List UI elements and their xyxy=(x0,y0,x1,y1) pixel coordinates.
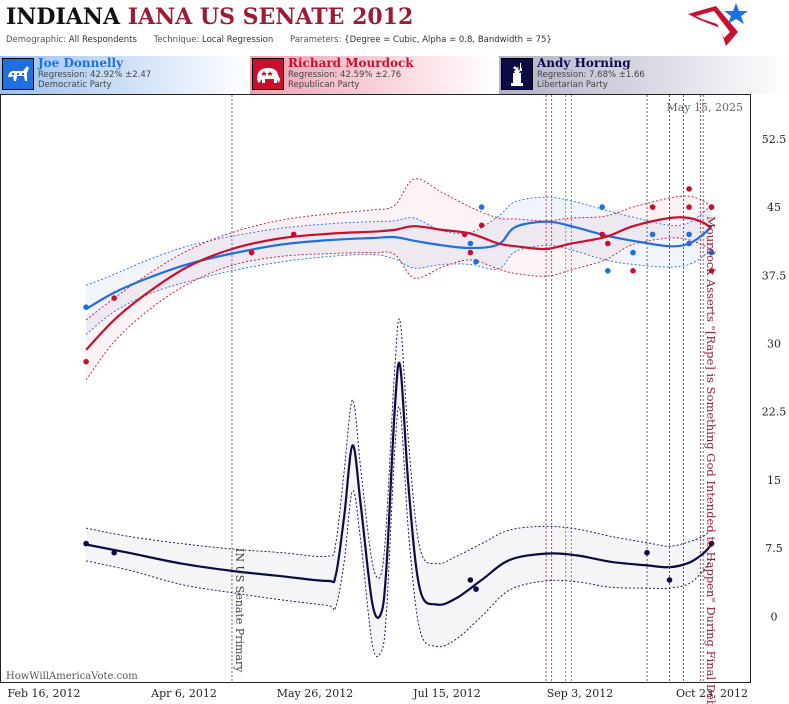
candidate-legend: Joe Donnelly Regression: 42.92% ±2.47 De… xyxy=(0,56,789,94)
poll-point-0-3 xyxy=(478,204,485,210)
y-tick-label: 15 xyxy=(767,474,781,487)
header: INDIANA IANA US SENATE 2012 Demographic:… xyxy=(0,0,789,56)
regression-line-1 xyxy=(85,216,713,351)
site-logo-icon xyxy=(688,3,748,46)
poll-point-0-1 xyxy=(467,240,474,247)
plot-frame xyxy=(0,94,751,683)
candidate-party: Republican Party xyxy=(288,80,360,90)
y-tick-label: 45 xyxy=(767,201,781,214)
x-tick-label: Sep 3, 2012 xyxy=(547,687,614,700)
x-tick-label: Jul 15, 2012 xyxy=(412,687,481,700)
y-tick-label: 0 xyxy=(771,610,778,623)
poll-point-1-5 xyxy=(467,249,474,256)
poll-point-0-9 xyxy=(686,231,692,238)
poll-point-1-6 xyxy=(478,222,485,229)
lower-bound-line-1 xyxy=(85,237,712,381)
y-tick-label: 7.5 xyxy=(765,542,783,555)
lower-bound-line-0 xyxy=(85,244,712,335)
poll-point-0-6 xyxy=(630,249,636,256)
poll-point-1-12 xyxy=(686,186,692,192)
candidate-name: Joe Donnelly xyxy=(38,56,124,70)
date-stamp: May 15, 2025 xyxy=(666,101,743,114)
poll-point-0-7 xyxy=(649,231,656,238)
y-tick-label: 22.5 xyxy=(762,406,787,419)
page-title: INDIANA IANA US SENATE 2012 xyxy=(6,4,413,30)
watermark: HowWillAmericaVote.com xyxy=(6,671,138,682)
poll-point-2-3 xyxy=(473,586,479,592)
parameters-label: Parameters: xyxy=(289,35,342,45)
candidate-name: Andy Horning xyxy=(537,56,631,70)
candidate-party: Democratic Party xyxy=(38,80,112,90)
poll-point-1-2 xyxy=(248,249,255,256)
statue-of-liberty-icon xyxy=(501,58,533,90)
candidate-regression: Regression: 42.92% ±2.47 xyxy=(38,70,152,80)
candidate-mourdock: Richard Mourdock Regression: 42.59% ±2.7… xyxy=(250,56,499,94)
poll-point-0-4 xyxy=(599,204,605,210)
technique-label: Technique: xyxy=(153,35,200,45)
elephant-icon xyxy=(252,58,284,90)
poll-point-1-14 xyxy=(708,268,715,274)
poll-point-1-7 xyxy=(599,231,605,238)
event-lines xyxy=(231,95,704,682)
poll-point-2-6 xyxy=(708,540,715,547)
title-state: INDIANA xyxy=(6,4,121,30)
y-tick-label: 30 xyxy=(767,338,781,351)
parameters-line: Demographic: All Respondents Technique: … xyxy=(6,35,552,45)
poll-point-0-8 xyxy=(686,240,692,247)
poll-point-1-10 xyxy=(649,204,656,210)
candidate-regression: Regression: 42.59% ±2.76 xyxy=(288,70,402,80)
demographic-label: Demographic: xyxy=(6,35,67,45)
upper-bound-line-2 xyxy=(86,318,712,579)
y-tick-label: 52.5 xyxy=(762,133,787,146)
x-tick-label: May 26, 2012 xyxy=(277,687,354,700)
poll-point-2-0 xyxy=(83,540,89,547)
demographic-value: All Respondents xyxy=(68,35,137,45)
donkey-icon xyxy=(2,58,34,90)
regression-lines xyxy=(85,216,713,619)
title-rest: IANA US SENATE 2012 xyxy=(127,4,414,30)
candidate-legend-background xyxy=(0,56,789,94)
candidate-regression: Regression: 7.68% ±1.66 xyxy=(537,70,645,80)
poll-point-2-2 xyxy=(467,577,474,583)
poll-point-1-1 xyxy=(111,295,117,301)
poll-chart: Feb 16, 2012 Apr 6, 2012 May 26, 2012 Jul 1… xyxy=(0,94,787,704)
poll-point-2-1 xyxy=(111,549,117,556)
poll-point-2-4 xyxy=(644,549,650,556)
poll-point-1-3 xyxy=(290,231,297,238)
x-tick-label: Feb 16, 2012 xyxy=(7,687,80,700)
lower-bound-line-2 xyxy=(86,406,712,658)
regression-line-0 xyxy=(85,220,713,310)
candidate-party: Libertarian Party xyxy=(537,80,608,90)
candidate-horning: Andy Horning Regression: 7.68% ±1.66 Lib… xyxy=(499,56,789,94)
confidence-bands xyxy=(85,178,712,658)
candidate-donnelly: Joe Donnelly Regression: 42.92% ±2.47 De… xyxy=(0,56,250,94)
upper-bound-line-1 xyxy=(85,178,712,321)
y-axis-ticks: 0 7.5 15 22.5 30 37.5 45 52.5 xyxy=(762,133,787,623)
y-tick-label: 37.5 xyxy=(762,269,787,282)
confidence-band-1 xyxy=(86,178,712,380)
x-tick-label: Apr 6, 2012 xyxy=(150,687,217,700)
confidence-band-2 xyxy=(86,318,712,657)
poll-point-0-0 xyxy=(83,304,89,310)
poll-point-1-8 xyxy=(605,240,611,247)
poll-point-0-10 xyxy=(708,249,715,256)
poll-points xyxy=(83,186,715,592)
x-tick-label: Oct 23, 2012 xyxy=(676,687,748,700)
x-axis-ticks: Feb 16, 2012 Apr 6, 2012 May 26, 2012 Jul 1… xyxy=(7,687,748,700)
poll-point-0-5 xyxy=(605,268,611,274)
poll-point-1-11 xyxy=(686,204,692,210)
candidate-name: Richard Mourdock xyxy=(288,56,414,70)
event-label-primary: IN US Senate Primary xyxy=(233,548,246,673)
event-label-debate: Mourdock Asserts "[Rape] is Something Go… xyxy=(704,216,718,704)
poll-point-0-2 xyxy=(473,258,479,265)
poll-point-1-4 xyxy=(461,231,468,238)
poll-point-1-13 xyxy=(708,204,715,210)
confidence-band-0 xyxy=(86,197,712,335)
regression-line-2 xyxy=(85,361,713,619)
poll-point-1-0 xyxy=(83,358,89,365)
poll-point-1-9 xyxy=(630,268,636,274)
technique-value: Local Regression xyxy=(202,35,274,45)
parameters-value: {Degree = Cubic, Alpha = 0.8, Bandwidth … xyxy=(344,35,552,45)
poll-point-2-5 xyxy=(666,577,673,583)
